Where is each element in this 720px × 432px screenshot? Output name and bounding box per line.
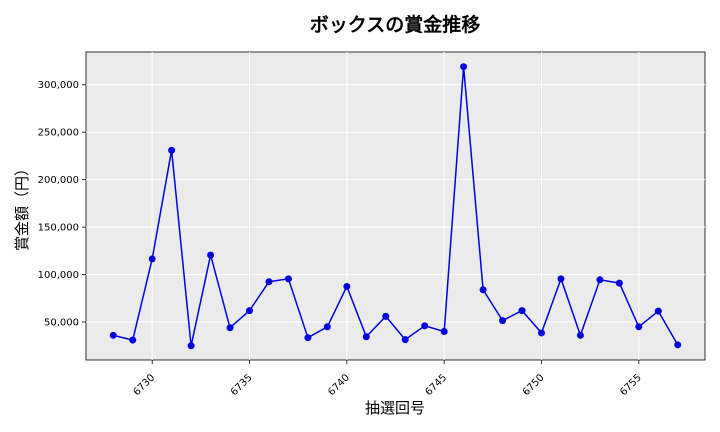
data-point	[596, 276, 604, 284]
series-layer	[109, 63, 682, 350]
x-tick-label: 6755	[618, 372, 644, 398]
data-point	[479, 286, 487, 294]
x-tick-label: 6745	[424, 372, 450, 398]
series-line	[113, 66, 679, 346]
data-point	[382, 312, 390, 320]
data-point	[265, 278, 273, 286]
data-point	[343, 282, 351, 290]
y-tick-label: 150,000	[38, 223, 79, 234]
data-point	[207, 251, 215, 259]
x-tick-label: 6740	[326, 372, 352, 398]
data-point	[460, 63, 468, 71]
chart-title: ボックスの賞金推移	[310, 13, 480, 36]
data-point	[129, 336, 137, 344]
data-point	[440, 328, 448, 336]
data-point	[654, 307, 662, 315]
data-point	[401, 336, 409, 344]
x-tick-label: 6735	[229, 372, 255, 398]
y-tick-label: 250,000	[38, 128, 79, 139]
y-tick-label: 100,000	[38, 270, 79, 281]
y-axis-label: 賞金額（円）	[13, 161, 31, 251]
data-point	[226, 324, 234, 332]
data-point	[246, 307, 254, 315]
data-point	[284, 275, 292, 283]
data-point	[615, 279, 623, 287]
data-point	[518, 307, 526, 315]
x-tick-label: 6750	[521, 372, 547, 398]
y-tick-label: 50,000	[44, 318, 79, 329]
y-tick-label: 300,000	[38, 80, 79, 91]
data-point	[187, 342, 195, 350]
data-point	[635, 323, 643, 331]
data-point	[168, 146, 176, 154]
data-point	[362, 333, 370, 341]
y-tick-label: 200,000	[38, 175, 79, 186]
plot-area	[85, 51, 706, 361]
data-point	[674, 341, 682, 349]
data-point	[576, 331, 584, 339]
data-point	[148, 255, 156, 263]
data-point	[421, 322, 429, 330]
data-point	[304, 334, 312, 342]
data-point	[557, 275, 565, 283]
data-point	[499, 317, 507, 325]
data-point	[109, 331, 117, 339]
data-point	[323, 323, 331, 331]
x-axis-label: 抽選回号	[365, 399, 425, 417]
data-point	[537, 329, 545, 337]
x-tick-label: 6730	[132, 372, 158, 398]
